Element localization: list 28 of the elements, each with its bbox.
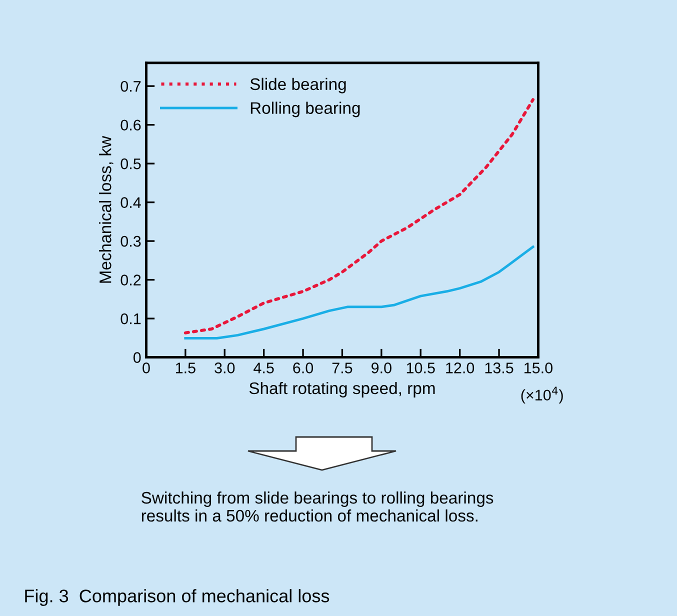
- x-tick-label: 15.0: [524, 362, 552, 374]
- x-tick-label: 9.0: [372, 362, 392, 374]
- x-tick-label: 12.0: [446, 362, 474, 374]
- y-tick-label: 0.2: [120, 274, 141, 286]
- legend-label: Rolling bearing: [250, 102, 360, 118]
- x-tick-label: 1.5: [176, 362, 196, 374]
- y-tick-label: 0.5: [120, 158, 141, 170]
- legend-label: Slide bearing: [250, 78, 346, 94]
- x-tick-label: 6.0: [293, 362, 314, 374]
- y-tick-label: 0: [133, 352, 141, 363]
- y-tick-label: 0.6: [120, 120, 141, 131]
- x-tick-label: 10.5: [406, 362, 435, 374]
- x-tick-label: 0: [142, 362, 150, 374]
- y-tick-label: 0.1: [120, 313, 141, 324]
- y-axis-title: Mechanical loss, kw: [99, 136, 114, 283]
- caption: Fig. 3 Comparison of mechanical loss: [25, 589, 330, 606]
- x-tick-label: 3.0: [214, 362, 235, 374]
- y-tick-label: 0.4: [120, 197, 141, 208]
- x-tick-label: 7.5: [332, 362, 352, 374]
- text: (×10$^{4}$): [521, 386, 563, 404]
- line-series: [184, 98, 535, 334]
- x-axis-title: Shaft rotating speed, rpm: [249, 382, 435, 398]
- y-tick-label: 0.3: [120, 236, 141, 247]
- text: Switching from slide bearings to rolling bearings results in a 50% reduction of mechanical loss.: [142, 491, 494, 522]
- y-tick-label: 0.7: [120, 80, 141, 92]
- line-series: [184, 246, 534, 340]
- x-tick-label: 13.5: [485, 362, 514, 374]
- x-tick-label: 4.5: [254, 362, 274, 374]
